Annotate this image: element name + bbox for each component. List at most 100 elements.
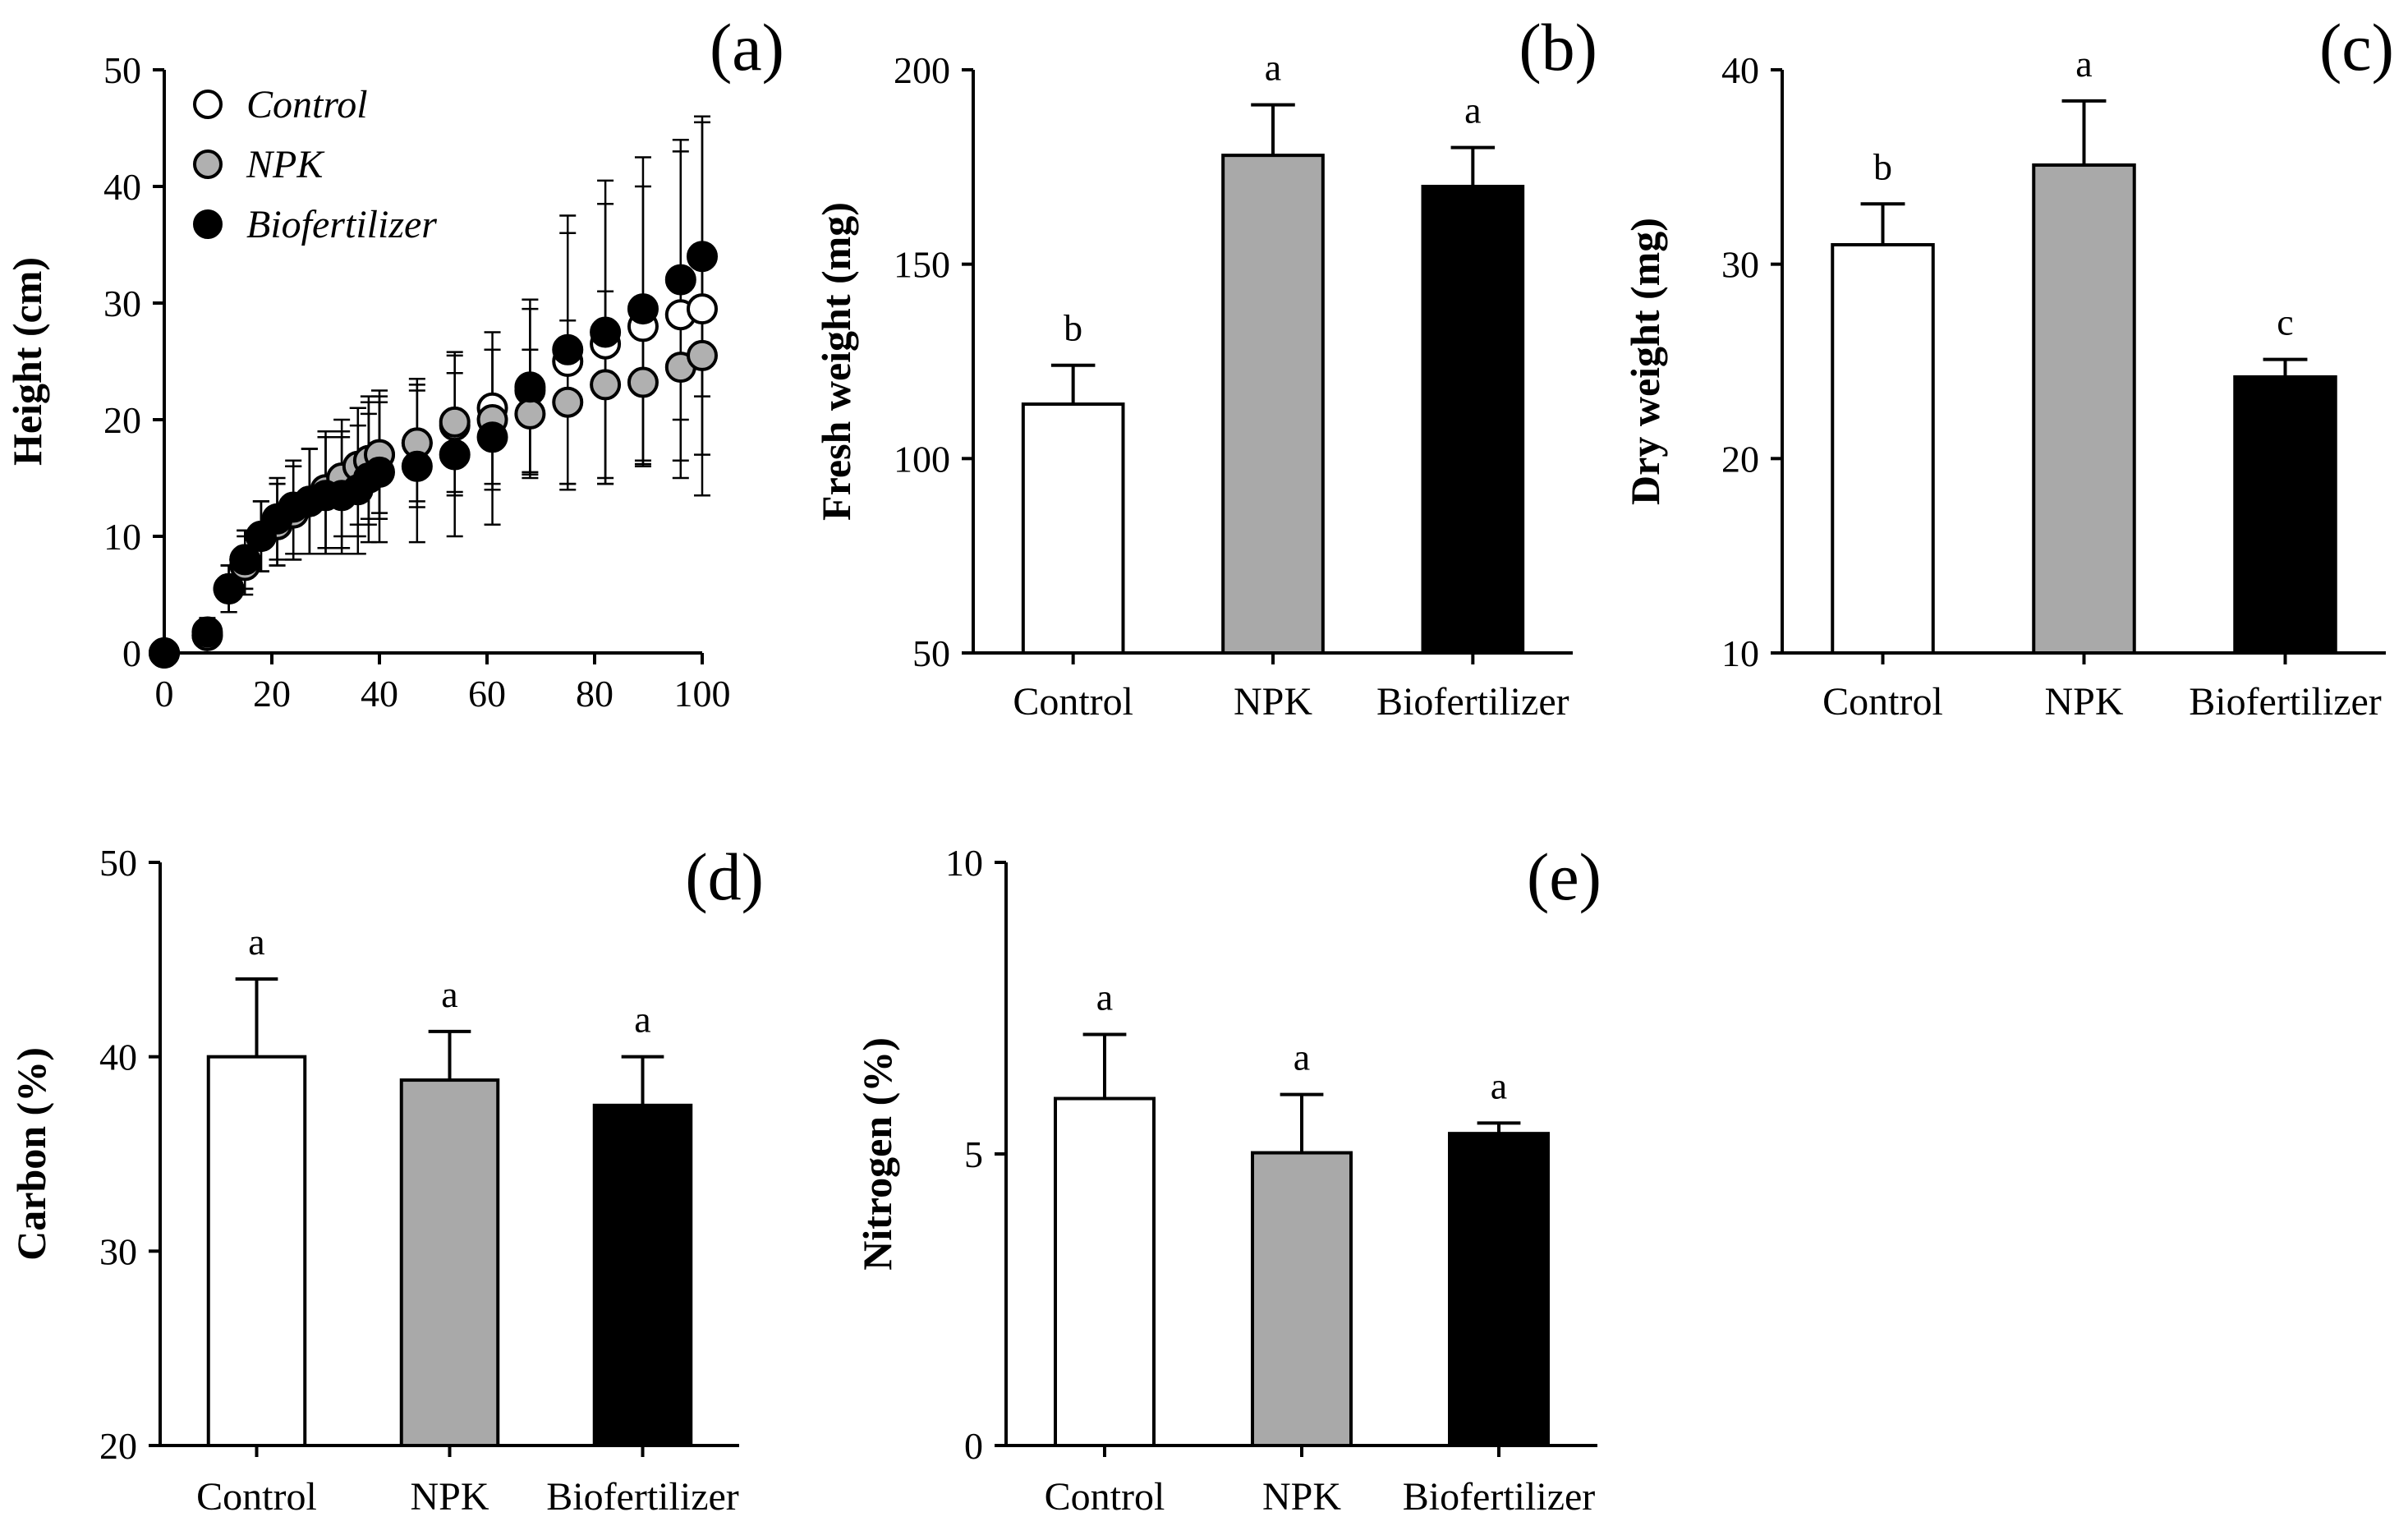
data-point: [590, 316, 622, 348]
data-point: [687, 293, 718, 325]
y-tick-label: 50: [912, 632, 950, 674]
panel-label: (e): [1527, 839, 1602, 914]
data-point: [590, 369, 622, 401]
category-label: Biofertilizer: [1376, 680, 1569, 724]
category-label: Control: [1822, 680, 1943, 724]
y-tick-label: 20: [1721, 438, 1759, 480]
category-label: NPK: [1234, 680, 1312, 724]
legend: Control NPK Biofertilizer: [193, 83, 437, 246]
significance-letter: a: [2075, 43, 2092, 85]
y-axis-label: Height (cm): [4, 257, 50, 466]
data-point: [191, 616, 223, 648]
significance-letter: a: [441, 973, 457, 1015]
bar-npk: [1221, 154, 1325, 655]
bar-control: [1054, 1096, 1156, 1448]
legend-label: Biofertilizer: [246, 203, 437, 246]
category-label: Control: [1045, 1475, 1165, 1519]
bar-npk: [1251, 1151, 1353, 1447]
x-tick-label: 40: [361, 673, 398, 715]
series-npk: [149, 339, 718, 669]
bar-npk: [399, 1078, 500, 1447]
panel-d: 20 30 40 50 Carbon (%) a Control a NPK a Biofertil…: [8, 839, 764, 1519]
panel-label: (c): [2319, 10, 2394, 85]
category-label: Biofertilizer: [546, 1475, 739, 1519]
data-point: [364, 456, 395, 488]
data-point: [229, 544, 261, 576]
category-label: NPK: [1262, 1475, 1341, 1519]
data-point: [664, 264, 696, 296]
data-point: [514, 398, 546, 430]
data-point: [552, 333, 584, 365]
bar-control: [1831, 243, 1935, 655]
bar-biofertilizer: [1421, 185, 1525, 655]
data-point: [627, 366, 659, 398]
bar-biofertilizer: [1448, 1132, 1550, 1448]
category-label: NPK: [410, 1475, 489, 1519]
data-point: [627, 293, 659, 325]
y-tick-label: 150: [894, 244, 950, 286]
panel-label: (a): [710, 10, 784, 85]
data-point: [687, 339, 718, 371]
bar-control: [1021, 402, 1125, 655]
y-axis-label: Carbon (%): [8, 1047, 54, 1261]
y-tick-label: 30: [103, 283, 141, 324]
data-point: [439, 439, 471, 471]
panel-b: 50 100 150 200 Fresh weight (mg) b Control a NPK…: [813, 10, 1597, 724]
data-point: [476, 421, 508, 453]
significance-letter: a: [634, 999, 650, 1041]
category-label: Biofertilizer: [1403, 1475, 1596, 1519]
x-tick-label: 20: [253, 673, 291, 715]
legend-label: NPK: [246, 143, 325, 186]
x-tick-label: 100: [674, 673, 731, 715]
legend-marker: [193, 209, 223, 239]
panel-a: 0 10 20 30 40 50 Height (cm) 0 20 40 60 80 100 Contro…: [4, 10, 784, 715]
significance-letter: a: [1096, 976, 1113, 1018]
data-point: [149, 637, 180, 669]
significance-letter: b: [1873, 145, 1892, 187]
category-label: Biofertilizer: [2189, 680, 2382, 724]
series-biofertilizer: [149, 241, 718, 669]
panel-label: (d): [685, 839, 764, 914]
data-point: [514, 371, 546, 403]
x-tick-label: 0: [155, 673, 174, 715]
y-tick-label: 0: [964, 1425, 983, 1467]
legend-label: Control: [246, 83, 368, 126]
y-axis-label: Fresh weight (mg): [813, 202, 859, 521]
panel-e: 0 5 10 Nitrogen (%) a Control a NPK a Biofertiliz…: [854, 839, 1602, 1519]
y-tick-label: 5: [964, 1133, 983, 1175]
significance-letter: a: [248, 921, 264, 963]
y-axis-label: Dry weight (mg): [1622, 218, 1668, 505]
y-tick-label: 40: [1721, 49, 1759, 91]
bar-control: [206, 1055, 307, 1447]
significance-letter: a: [1265, 47, 1281, 89]
category-label: Control: [1013, 680, 1133, 724]
x-tick-label: 60: [468, 673, 506, 715]
significance-letter: a: [1491, 1064, 1507, 1106]
y-tick-label: 100: [894, 438, 950, 480]
y-tick-label: 10: [945, 842, 983, 884]
bar-npk: [2032, 163, 2136, 655]
significance-letter: a: [1464, 90, 1481, 131]
y-tick-label: 30: [1721, 244, 1759, 286]
data-point: [213, 572, 245, 604]
y-tick-label: 200: [894, 49, 950, 91]
bar-biofertilizer: [592, 1103, 693, 1448]
data-point: [439, 406, 471, 438]
y-tick-label: 0: [122, 632, 141, 674]
panel-label: (b): [1519, 10, 1597, 85]
y-tick-label: 40: [99, 1036, 137, 1078]
y-tick-label: 20: [103, 399, 141, 441]
y-tick-label: 50: [103, 49, 141, 91]
legend-marker: [193, 149, 223, 179]
legend-marker: [193, 90, 223, 119]
panel-c: 10 20 30 40 Dry weight (mg) b Control a NPK c Biof…: [1622, 10, 2394, 724]
y-tick-label: 10: [103, 516, 141, 558]
significance-letter: c: [2277, 301, 2293, 343]
x-tick-label: 80: [576, 673, 613, 715]
bar-biofertilizer: [2233, 375, 2337, 655]
data-point: [401, 450, 433, 482]
significance-letter: b: [1064, 307, 1082, 349]
y-axis-label: Nitrogen (%): [854, 1037, 900, 1271]
y-tick-label: 50: [99, 842, 137, 884]
